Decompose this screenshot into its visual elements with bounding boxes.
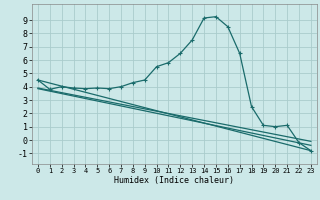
X-axis label: Humidex (Indice chaleur): Humidex (Indice chaleur) bbox=[115, 176, 234, 185]
